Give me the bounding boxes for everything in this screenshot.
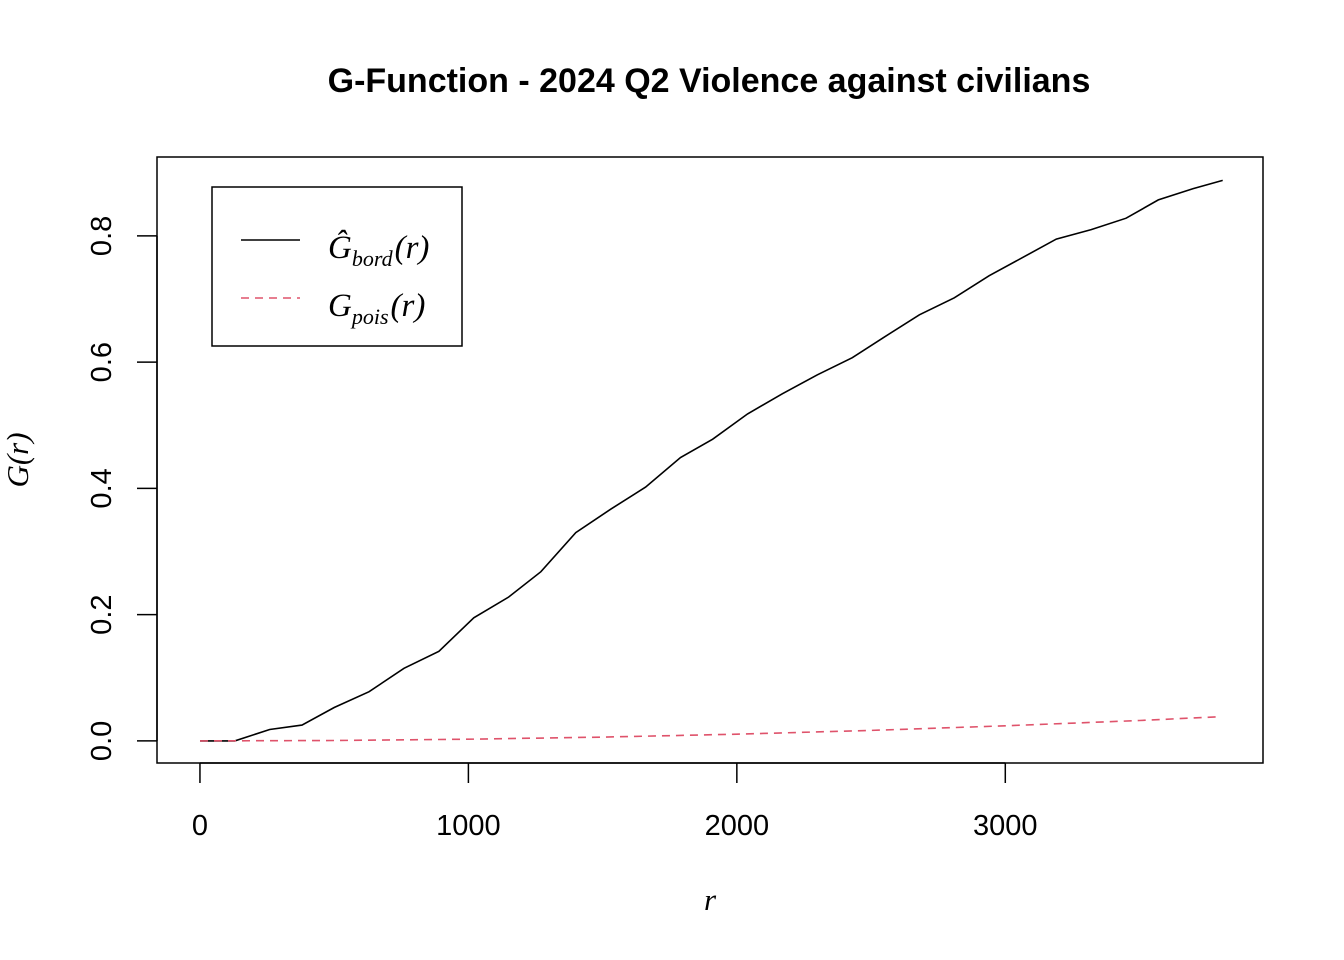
x-axis-label: r [704,882,717,917]
x-axis: 0 1000 2000 3000 [192,762,1038,842]
y-tick-label: 0.8 [86,216,118,256]
y-tick-label: 0.2 [86,594,118,634]
legend-label: Ĝbord(r) [328,228,429,271]
y-axis-label: G(r) [0,432,35,487]
y-axis: 0.0 0.2 0.4 0.6 0.8 [86,216,158,761]
x-tick-label: 0 [192,810,208,842]
y-tick-label: 0.6 [86,342,118,382]
series-line-1 [200,179,1223,742]
legend-box [211,186,463,347]
y-tick-label: 0.0 [86,721,118,761]
chart-title: G-Function - 2024 Q2 Violence against ci… [328,62,1091,100]
legend: Ĝbord(r) Gpois(r) [211,186,463,347]
y-tick-label: 0.4 [86,468,118,508]
x-tick-label: 3000 [973,810,1038,842]
legend-label: Gpois(r) [328,288,425,329]
x-tick-label: 1000 [436,810,501,842]
series-layer [199,179,1223,742]
x-tick-label: 2000 [705,810,770,842]
series-line-2 [199,715,1221,742]
